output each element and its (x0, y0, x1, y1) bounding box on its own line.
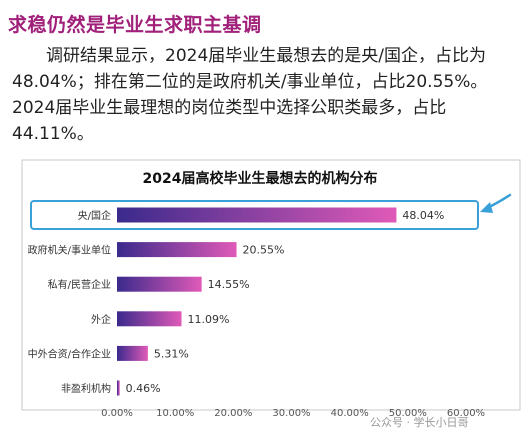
bar (117, 311, 182, 327)
bar (117, 345, 148, 361)
pointer-arrow (480, 193, 512, 213)
watermark-text: 公众号 · 学长小日哥 (370, 416, 469, 429)
chart-title: 2024届高校毕业生最想去的机构分布 (143, 170, 378, 187)
category-label: 外企 (91, 313, 111, 326)
x-tick-label: 10.00% (156, 408, 194, 419)
category-label: 私有/民营企业 (48, 278, 111, 291)
category-label: 中外合资/合作企业 (28, 347, 111, 360)
x-tick-label: 30.00% (272, 408, 310, 419)
data-label: 48.04% (402, 209, 444, 222)
x-tick-label: 40.00% (331, 408, 369, 419)
bar (117, 276, 202, 292)
x-tick-label: 50.00% (389, 408, 427, 419)
highlight-box (30, 200, 479, 230)
article-paragraph: 调研结果显示，2024届毕业生最想去的是央/国企，占比为48.04%；排在第二位… (12, 46, 488, 144)
bar (117, 207, 397, 223)
article-heading: 求稳仍然是毕业生求职主基调 (8, 14, 262, 36)
category-label: 政府机关/事业单位 (28, 244, 111, 257)
bar (117, 380, 120, 396)
data-label: 0.46% (126, 382, 161, 395)
data-label: 5.31% (154, 347, 189, 360)
x-tick-label: 20.00% (214, 408, 252, 419)
data-label: 20.55% (243, 244, 285, 257)
x-tick-label: 0.00% (101, 408, 133, 419)
x-tick-label: 60.00% (447, 408, 485, 419)
data-label: 11.09% (188, 313, 230, 326)
bar (117, 242, 237, 258)
data-label: 14.55% (208, 278, 250, 291)
category-label: 非盈利机构 (61, 382, 111, 395)
category-label: 央/国企 (78, 209, 111, 222)
